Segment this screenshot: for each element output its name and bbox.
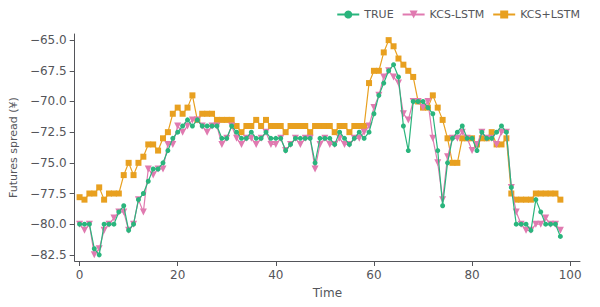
- svg-text:20: 20: [170, 268, 185, 282]
- svg-text:−70.0: −70.0: [30, 94, 67, 108]
- svg-text:−82.5: −82.5: [30, 248, 67, 262]
- svg-text:TRUE: TRUE: [363, 8, 393, 21]
- svg-text:100: 100: [559, 268, 582, 282]
- svg-text:−80.0: −80.0: [30, 217, 67, 231]
- svg-text:Futures spread (¥): Futures spread (¥): [7, 97, 20, 198]
- svg-text:Time: Time: [312, 286, 342, 300]
- svg-text:60: 60: [366, 268, 381, 282]
- svg-text:−77.5: −77.5: [30, 187, 67, 201]
- svg-text:−75.0: −75.0: [30, 156, 67, 170]
- svg-text:KCS+LSTM: KCS+LSTM: [520, 8, 580, 21]
- svg-text:−67.5: −67.5: [30, 64, 67, 78]
- svg-text:40: 40: [268, 268, 283, 282]
- svg-text:80: 80: [464, 268, 479, 282]
- svg-text:KCS-LSTM: KCS-LSTM: [430, 8, 485, 21]
- svg-text:−65.0: −65.0: [30, 33, 67, 47]
- svg-text:0: 0: [76, 268, 84, 282]
- svg-text:−72.5: −72.5: [30, 125, 67, 139]
